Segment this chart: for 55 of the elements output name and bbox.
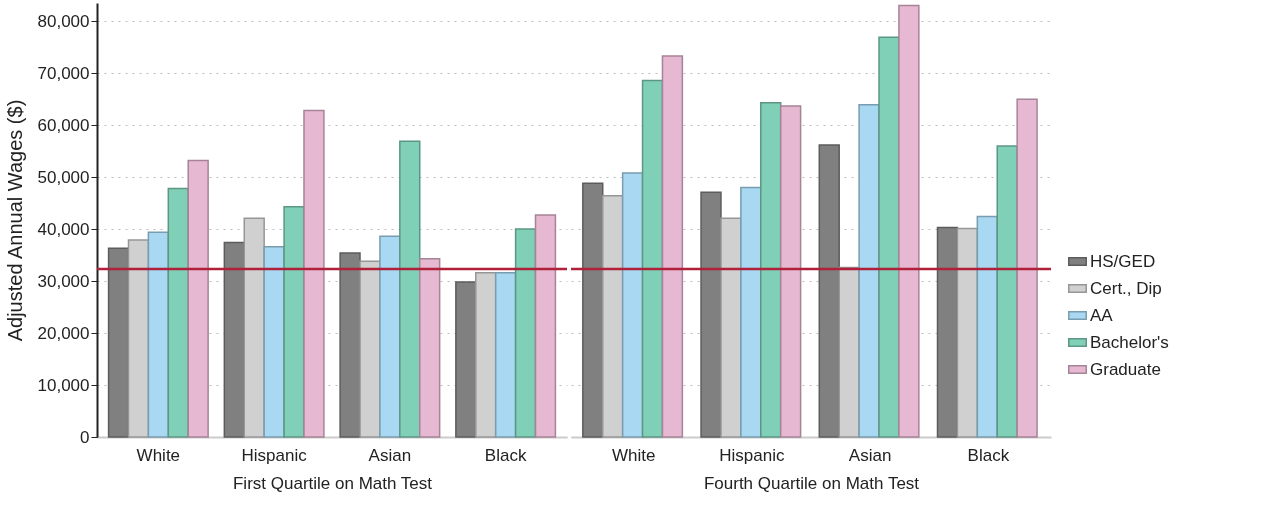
bar <box>760 102 782 438</box>
legend-label: AA <box>1090 305 1114 325</box>
bar <box>878 36 900 438</box>
bar <box>641 79 664 438</box>
bar <box>996 145 1018 438</box>
bar <box>779 105 802 438</box>
y-tick-label: 20,000 <box>37 323 90 343</box>
x-tick-label: Asian <box>368 445 412 465</box>
bar <box>534 214 557 438</box>
x-axis-title: First Quartile on Math Test <box>232 473 433 493</box>
bar <box>187 159 209 438</box>
bar <box>379 235 401 438</box>
bar <box>223 241 245 438</box>
x-tick-label: Black <box>967 445 1010 465</box>
legend-label: Bachelor's <box>1090 332 1169 352</box>
bar <box>898 4 920 438</box>
bar <box>700 191 722 438</box>
x-tick-label: Asian <box>848 445 892 465</box>
legend-label: Cert., Dip <box>1090 278 1162 298</box>
bar <box>339 252 361 438</box>
x-tick-label: Black <box>484 445 527 465</box>
bar <box>107 247 130 438</box>
y-tick-label: 0 <box>80 427 90 447</box>
bar <box>263 246 285 438</box>
x-axis-title: Fourth Quartile on Math Test <box>703 473 920 493</box>
bar <box>303 109 325 438</box>
y-tick-label: 60,000 <box>37 115 90 135</box>
bar <box>514 228 537 438</box>
bar <box>494 272 517 438</box>
bar <box>858 104 880 438</box>
bar <box>818 144 840 438</box>
x-tick-label: White <box>136 445 181 465</box>
bar <box>147 231 170 438</box>
legend-label: HS/GED <box>1090 251 1156 271</box>
y-tick-label: 30,000 <box>37 271 90 291</box>
bar <box>419 257 441 438</box>
y-tick-label: 70,000 <box>37 63 90 83</box>
bar <box>1016 98 1038 438</box>
bar <box>936 226 959 438</box>
x-tick-label: Hispanic <box>719 445 785 465</box>
x-tick-label: White <box>611 445 656 465</box>
bar <box>399 140 421 438</box>
y-tick-label: 10,000 <box>37 375 90 395</box>
bar <box>740 186 762 438</box>
y-tick-label: 50,000 <box>37 167 90 187</box>
x-tick-label: Hispanic <box>241 445 308 465</box>
bar <box>661 55 684 438</box>
y-tick-label: 80,000 <box>37 11 90 31</box>
legend-label: Graduate <box>1090 359 1161 379</box>
y-tick-label: 40,000 <box>37 219 90 239</box>
bar <box>455 281 477 438</box>
y-axis-title: Adjusted Annual Wages ($) <box>3 99 26 342</box>
bar <box>621 172 644 438</box>
bar <box>582 182 604 438</box>
bar <box>283 206 305 438</box>
